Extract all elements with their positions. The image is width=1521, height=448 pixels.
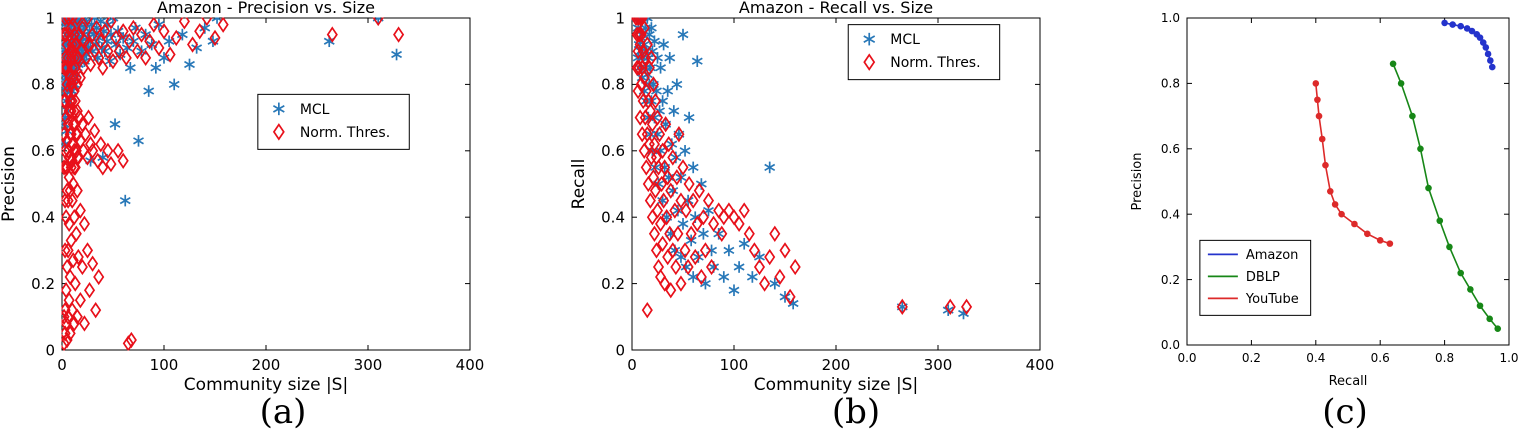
x-tick-label: 400 (1026, 356, 1055, 374)
panel-precision-vs-size: 0 100 200 300 400 0 0.2 0.4 0.6 0.8 1 Amazon - Prec… (0, 0, 505, 400)
y-tick-label: 0.6 (31, 142, 55, 160)
y-tick-label: 1.0 (1161, 11, 1180, 25)
x-tick-label: 200 (252, 356, 281, 374)
y-tick-label: 1 (45, 9, 55, 27)
chart-title: Amazon - Recall vs. Size (739, 0, 933, 17)
y-tick-label: 0.8 (1161, 77, 1180, 91)
y-tick-label: 0 (45, 341, 55, 359)
x-tick-label: 0 (627, 356, 637, 374)
legend: Amazon DBLP YouTube (1199, 239, 1312, 316)
precision-vs-size-chart: 0 100 200 300 400 0 0.2 0.4 0.6 0.8 1 Amazon - Prec… (0, 0, 485, 395)
chart-title: Amazon - Precision vs. Size (157, 0, 375, 17)
legend-label: YouTube (1245, 292, 1299, 307)
caption-a: (a) (259, 392, 307, 432)
y-axis-label: Precision (1130, 152, 1145, 210)
series-norm-thres (61, 17, 405, 351)
x-tick-label: 0.2 (1242, 351, 1261, 365)
y-axis-label: Recall (570, 159, 589, 210)
caption-b: (b) (831, 392, 881, 432)
x-tick-label: 200 (822, 356, 851, 374)
x-tick-label: 100 (150, 356, 179, 374)
x-tick-label: 0.0 (1177, 351, 1196, 365)
y-tick-label: 1 (615, 9, 625, 27)
y-axis-label: Precision (0, 146, 19, 222)
y-tick-label: 0.6 (601, 142, 625, 160)
y-tick-label: 0.4 (1161, 207, 1180, 221)
legend: MCL Norm. Thres. (847, 24, 1001, 81)
panel-precision-vs-recall: 0.0 0.2 0.4 0.6 0.8 1.0 0.0 0.2 0.4 0.6 0.8 1.0 Reca… (1127, 0, 1521, 400)
legend-label: DBLP (1246, 270, 1280, 285)
y-tick-label: 0.6 (1161, 142, 1180, 156)
legend: MCL Norm. Thres. (257, 93, 410, 150)
series-norm-thres (631, 17, 973, 319)
panel-recall-vs-size: 0 100 200 300 400 0 0.2 0.4 0.6 0.8 1 Amazon - Reca… (570, 0, 1075, 400)
legend-label: Amazon (1246, 248, 1299, 263)
legend-label: Norm. Thres. (300, 125, 390, 141)
recall-vs-size-chart: 0 100 200 300 400 0 0.2 0.4 0.6 0.8 1 Amazon - Reca… (570, 0, 1055, 395)
y-tick-label: 0.2 (601, 275, 625, 293)
y-tick-label: 0 (615, 341, 625, 359)
legend-label: Norm. Thres. (890, 55, 980, 71)
precision-vs-recall-chart: 0.0 0.2 0.4 0.6 0.8 1.0 0.0 0.2 0.4 0.6 0.8 1.0 Reca… (1130, 11, 1519, 389)
legend-label: MCL (890, 32, 920, 48)
series-dblp (1389, 60, 1502, 332)
x-tick-label: 400 (456, 356, 485, 374)
legend-label: MCL (300, 102, 330, 118)
x-tick-label: 1.0 (1499, 351, 1518, 365)
y-tick-label: 0.8 (601, 76, 625, 94)
x-axis-label: Community size |S| (184, 375, 348, 395)
y-tick-label: 0.2 (31, 275, 55, 293)
x-tick-label: 0.4 (1306, 351, 1325, 365)
x-tick-label: 300 (924, 356, 953, 374)
x-tick-label: 100 (720, 356, 749, 374)
y-tick-label: 0.4 (601, 208, 625, 226)
x-axis-label: Recall (1329, 374, 1368, 389)
y-tick-label: 0.2 (1161, 273, 1180, 287)
series-amazon (1441, 19, 1496, 71)
caption-c: (c) (1322, 392, 1368, 432)
x-tick-label: 0.6 (1371, 351, 1390, 365)
y-tick-label: 0.0 (1161, 338, 1180, 352)
axes-frame (1186, 17, 1510, 346)
y-tick-label: 0.4 (31, 208, 55, 226)
x-tick-label: 0.8 (1435, 351, 1454, 365)
y-tick-label: 0.8 (31, 76, 55, 94)
x-axis-label: Community size |S| (754, 375, 918, 395)
x-tick-label: 300 (354, 356, 383, 374)
series-youtube (1312, 80, 1394, 247)
axes-frame (61, 17, 471, 351)
x-tick-label: 0 (57, 356, 67, 374)
